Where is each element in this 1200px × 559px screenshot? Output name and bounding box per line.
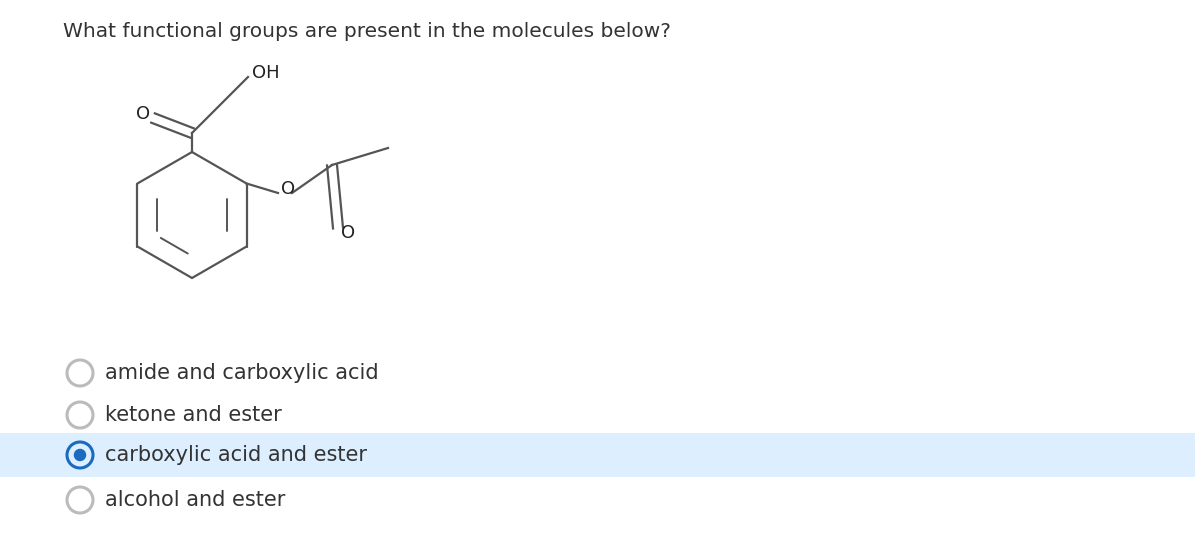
Text: O: O bbox=[281, 180, 295, 198]
Text: OH: OH bbox=[252, 64, 280, 82]
Text: O: O bbox=[136, 105, 150, 123]
Circle shape bbox=[67, 360, 94, 386]
Text: What functional groups are present in the molecules below?: What functional groups are present in th… bbox=[64, 22, 671, 41]
Circle shape bbox=[73, 449, 86, 461]
Text: O: O bbox=[341, 224, 355, 242]
FancyBboxPatch shape bbox=[0, 433, 1195, 477]
Circle shape bbox=[67, 402, 94, 428]
Text: ketone and ester: ketone and ester bbox=[106, 405, 282, 425]
Text: alcohol and ester: alcohol and ester bbox=[106, 490, 286, 510]
Circle shape bbox=[67, 487, 94, 513]
Text: carboxylic acid and ester: carboxylic acid and ester bbox=[106, 445, 367, 465]
Text: amide and carboxylic acid: amide and carboxylic acid bbox=[106, 363, 379, 383]
